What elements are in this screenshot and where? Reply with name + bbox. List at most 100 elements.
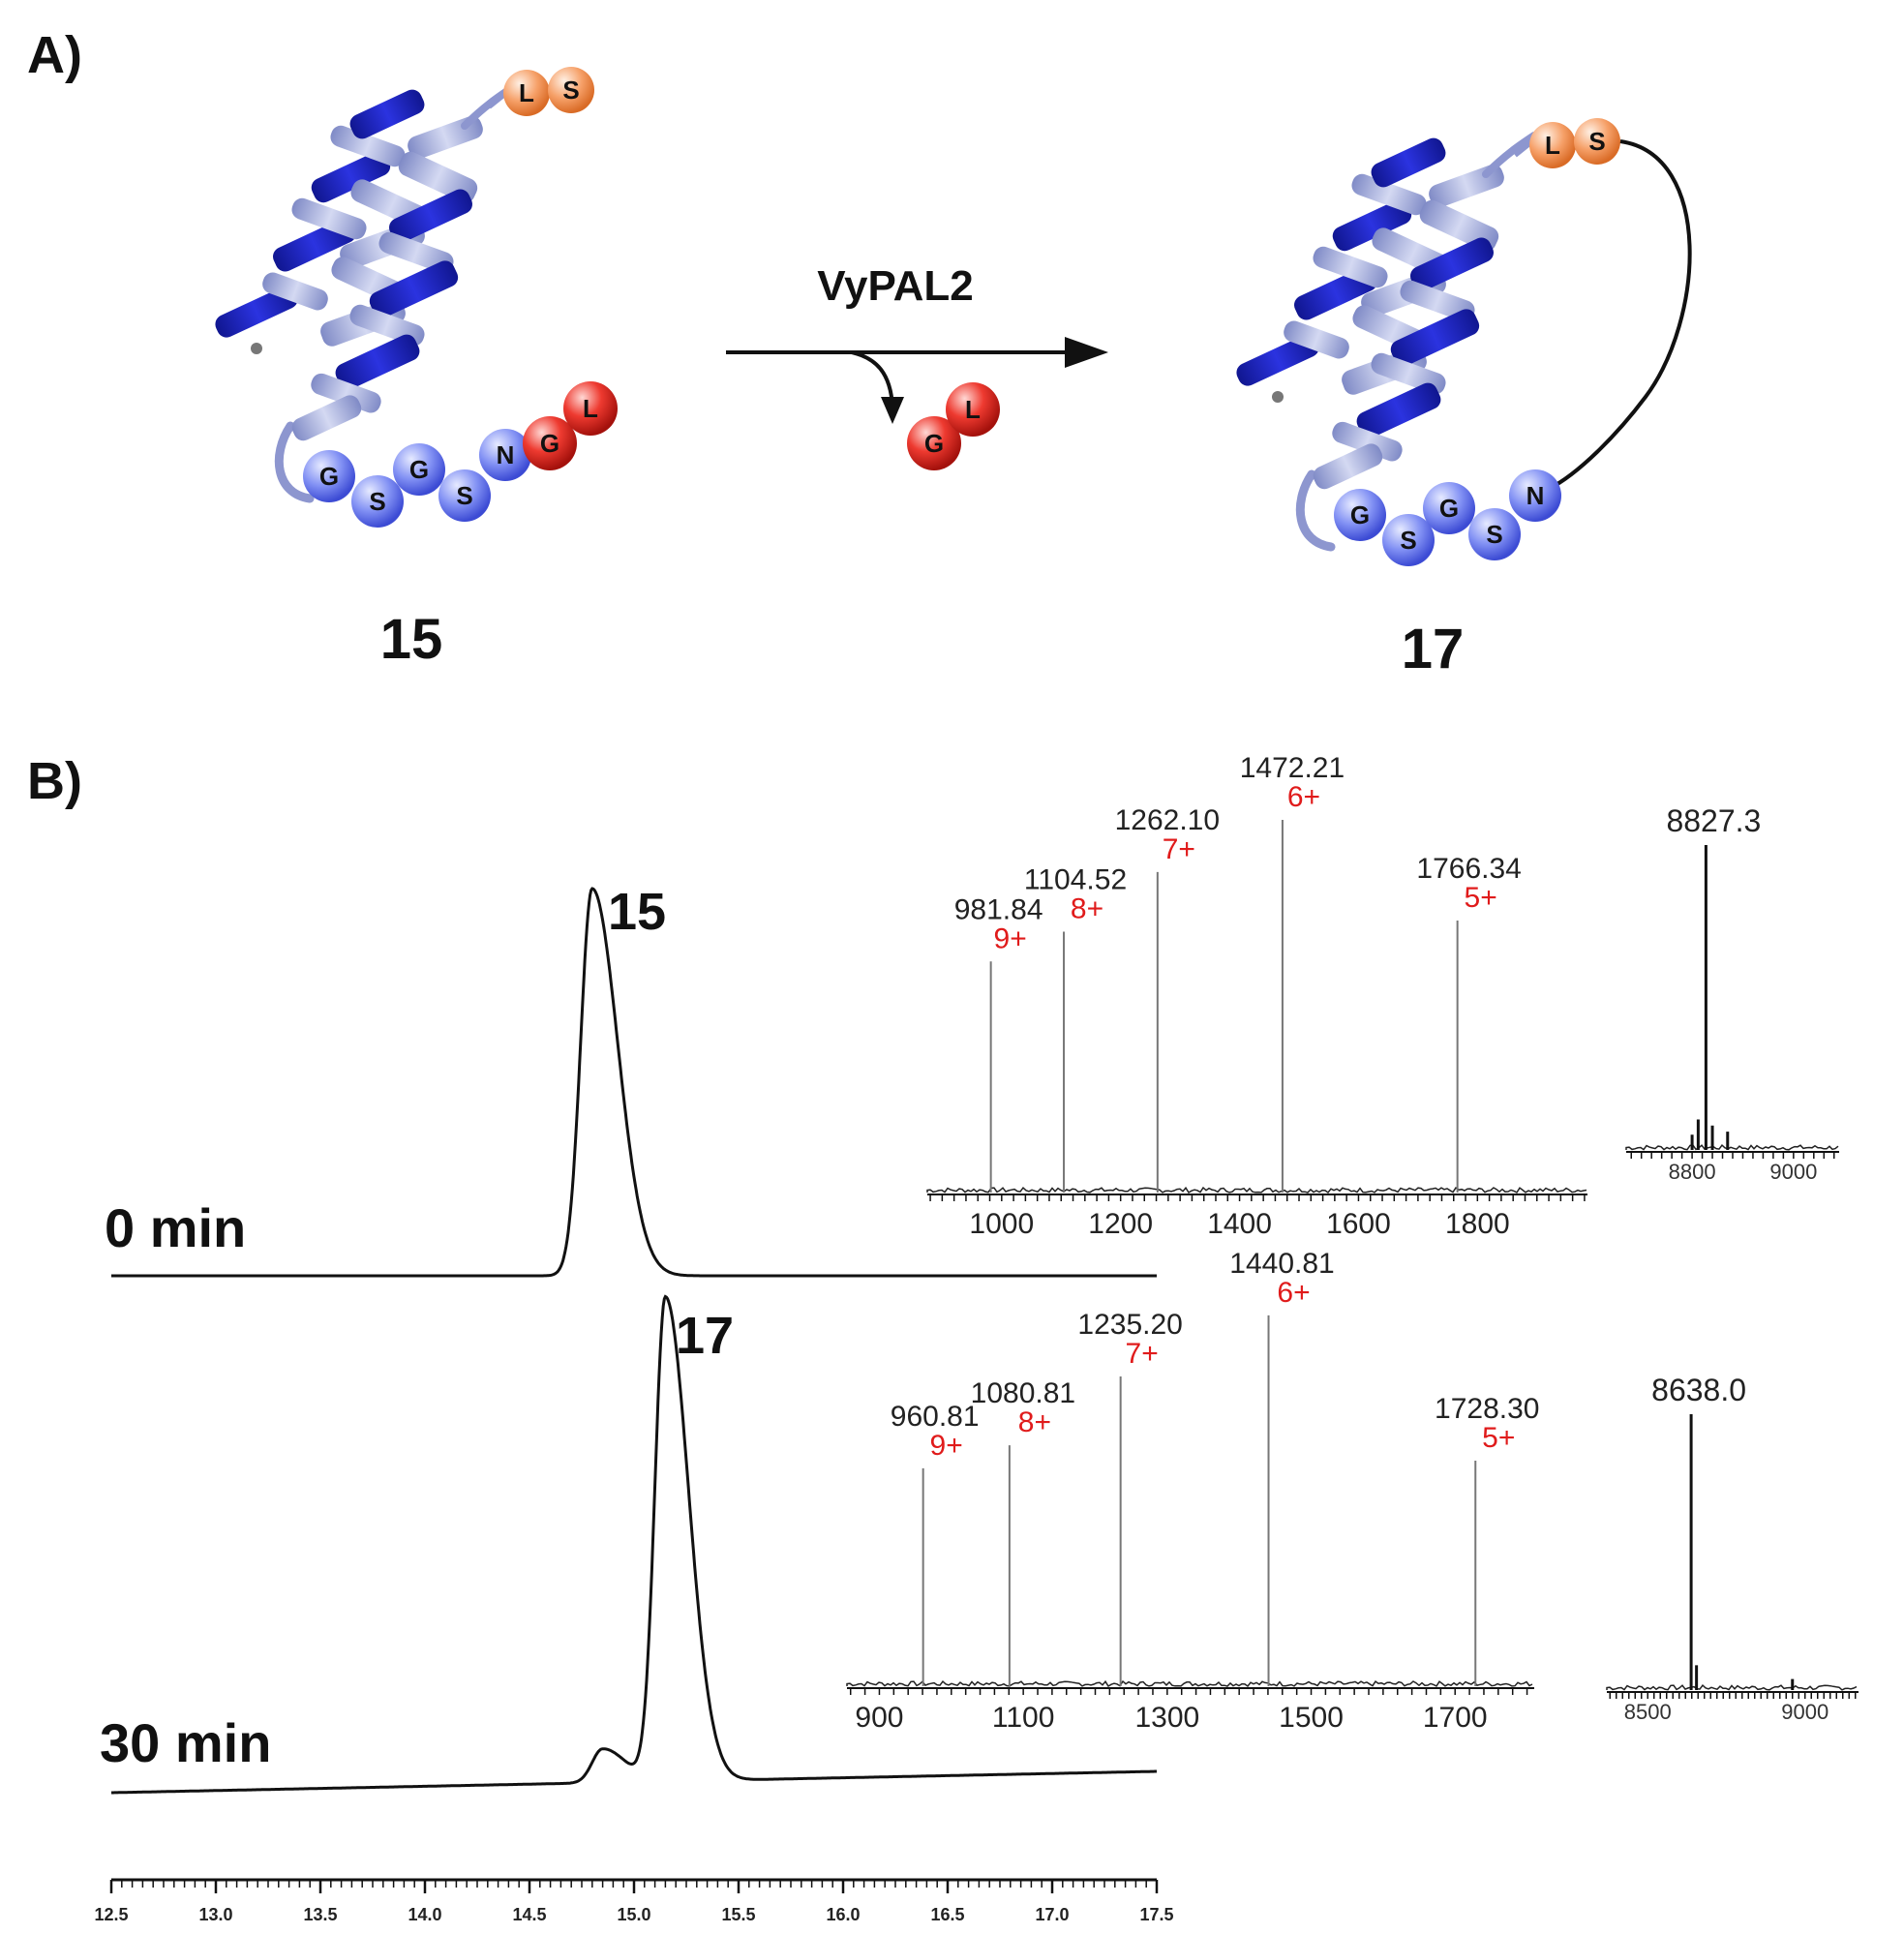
bead-G bbox=[303, 450, 355, 502]
protein-cartoon bbox=[1233, 135, 1534, 547]
bead-label: N bbox=[1526, 481, 1545, 510]
deconvoluted-spectrum-17: 8500 9000 8638.0 bbox=[1606, 1373, 1859, 1724]
tick-label: 14.5 bbox=[512, 1905, 546, 1924]
tick-label: 1700 bbox=[1423, 1702, 1488, 1734]
bead-label: G bbox=[1439, 494, 1459, 523]
peak-charge-label: 9+ bbox=[994, 922, 1027, 954]
enzyme-label: VyPAL2 bbox=[817, 262, 973, 310]
spectrum-baseline bbox=[1625, 1143, 1839, 1151]
tick-label: 16.0 bbox=[826, 1905, 860, 1924]
tick-label: 9000 bbox=[1769, 1160, 1817, 1184]
bead-S bbox=[1574, 118, 1620, 165]
peak-charge-label: 6+ bbox=[1287, 781, 1320, 813]
bead-S bbox=[1382, 514, 1435, 566]
bead-label: N bbox=[497, 440, 515, 469]
tick-label: 15.0 bbox=[617, 1905, 650, 1924]
peak-charge-label: 7+ bbox=[1163, 833, 1195, 865]
tick-label: 15.5 bbox=[721, 1905, 755, 1924]
peak-charge-label: 8+ bbox=[1018, 1406, 1051, 1438]
bead-S bbox=[548, 67, 594, 113]
peak-mz-label: 1080.81 bbox=[971, 1377, 1075, 1409]
peak-mz-label: 1472.21 bbox=[1240, 752, 1345, 784]
bead-label: L bbox=[519, 78, 534, 107]
peak-mz-label: 960.81 bbox=[891, 1401, 980, 1433]
peak-label-15: 15 bbox=[608, 883, 666, 941]
reaction-arrow: VyPAL2 bbox=[726, 262, 1108, 424]
panel-b-label: B) bbox=[27, 752, 82, 810]
compound-label-15: 15 bbox=[380, 608, 443, 671]
tick-label: 1400 bbox=[1207, 1208, 1272, 1240]
bead-S bbox=[351, 475, 404, 528]
tick-label: 17.5 bbox=[1139, 1905, 1173, 1924]
tick-label: 1300 bbox=[1134, 1702, 1199, 1734]
released-dipeptide: G L bbox=[907, 382, 1000, 470]
bead-label: L bbox=[1545, 131, 1560, 160]
bead-S bbox=[438, 469, 491, 522]
panel-b: B) 0 min 15 30 min 17 12.5 13.0 13.5 14.0 14… bbox=[27, 752, 1859, 1924]
trace-time-label: 30 min bbox=[100, 1712, 271, 1773]
tick-label: 16.5 bbox=[930, 1905, 964, 1924]
tick-label: 9000 bbox=[1781, 1700, 1828, 1724]
peak-charge-label: 5+ bbox=[1465, 882, 1497, 914]
bead-N bbox=[479, 429, 531, 481]
protein-cartoon bbox=[212, 86, 513, 499]
bead-label: S bbox=[1400, 526, 1416, 555]
mass-spectrum-15: 1000 1200 1400 1600 1800 981.849+ 1104.528+ 126… bbox=[926, 752, 1587, 1240]
peak-charge-label: 8+ bbox=[1071, 893, 1103, 925]
tick-label: 1100 bbox=[992, 1702, 1055, 1734]
tick-label: 1500 bbox=[1279, 1702, 1344, 1734]
peak-mz-label: 1440.81 bbox=[1229, 1248, 1334, 1280]
bead-G bbox=[1423, 482, 1475, 534]
peak-mz-label: 1766.34 bbox=[1416, 853, 1521, 885]
bead-L bbox=[503, 70, 550, 116]
chromatogram-trace bbox=[111, 1294, 1157, 1795]
bead-N bbox=[1509, 469, 1561, 522]
bead-label: L bbox=[965, 395, 981, 424]
peak-charge-label: 6+ bbox=[1277, 1277, 1310, 1309]
cyclization-link bbox=[1548, 139, 1692, 491]
trace-time-label: 0 min bbox=[105, 1197, 246, 1258]
bead-label: S bbox=[1486, 520, 1502, 549]
bead-label: G bbox=[924, 429, 944, 458]
bead-label: G bbox=[540, 429, 559, 458]
peak-mz-label: 1728.30 bbox=[1435, 1393, 1539, 1425]
tick-label: 13.0 bbox=[198, 1905, 232, 1924]
bead-label: S bbox=[1588, 127, 1605, 156]
deconvoluted-mass-label: 8827.3 bbox=[1666, 803, 1761, 838]
peak-mz-label: 1262.10 bbox=[1115, 804, 1220, 836]
tick-label: 8800 bbox=[1669, 1160, 1716, 1184]
compound-label-17: 17 bbox=[1402, 618, 1465, 680]
bead-L bbox=[563, 381, 618, 436]
peak-charge-label: 7+ bbox=[1126, 1338, 1159, 1370]
substrate-15-structure: L S G S G S N G L bbox=[212, 67, 618, 528]
peak-charge-label: 5+ bbox=[1482, 1422, 1515, 1454]
bead-L bbox=[946, 382, 1000, 437]
tick-label: 17.0 bbox=[1035, 1905, 1069, 1924]
tick-label: 900 bbox=[855, 1702, 903, 1734]
tick-label: 13.5 bbox=[303, 1905, 337, 1924]
tick-label: 1800 bbox=[1445, 1208, 1510, 1240]
bead-label: S bbox=[456, 481, 472, 510]
bead-label: L bbox=[583, 394, 598, 423]
product-17-structure: L S G S G S N bbox=[1233, 118, 1692, 566]
tick-label: 1600 bbox=[1326, 1208, 1391, 1240]
tick-label: 1000 bbox=[969, 1208, 1034, 1240]
tick-label: 14.0 bbox=[408, 1905, 441, 1924]
bead-G bbox=[907, 416, 961, 470]
tick-label: 12.5 bbox=[94, 1905, 128, 1924]
peak-mz-label: 1235.20 bbox=[1077, 1309, 1182, 1341]
bead-label: S bbox=[369, 487, 385, 516]
tick-label: 8500 bbox=[1624, 1700, 1672, 1724]
spectrum-baseline bbox=[926, 1186, 1587, 1194]
deconvoluted-spectrum-15: 8800 9000 8827.3 bbox=[1625, 803, 1839, 1184]
hplc-time-axis: 12.5 13.0 13.5 14.0 14.5 15.0 15.5 16.0 16.5 17.0… bbox=[94, 1878, 1174, 1924]
bead-label: G bbox=[319, 462, 339, 491]
panel-a-label: A) bbox=[27, 26, 82, 84]
bead-G bbox=[393, 443, 445, 496]
panel-a: A) L S G S G S N G L 15 VyPAL2 bbox=[27, 26, 1692, 680]
peak-mz-label: 981.84 bbox=[954, 893, 1043, 925]
bead-L bbox=[1529, 122, 1576, 168]
bead-label: S bbox=[562, 76, 579, 105]
tick-label: 1200 bbox=[1088, 1208, 1153, 1240]
